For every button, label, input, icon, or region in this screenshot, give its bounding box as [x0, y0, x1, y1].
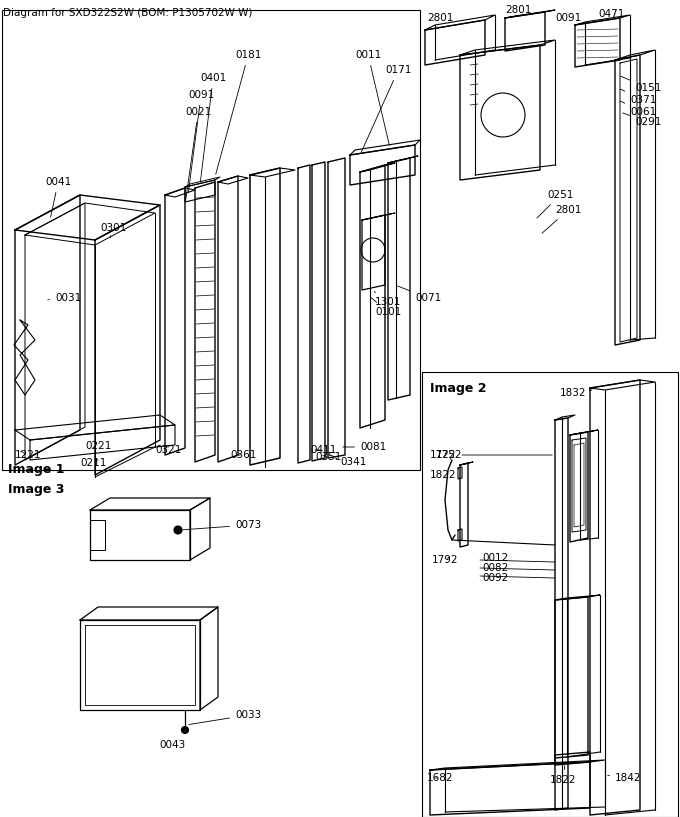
- Bar: [422, 372, 678, 817]
- Circle shape: [174, 526, 182, 534]
- Text: Image 2: Image 2: [430, 382, 486, 395]
- Text: 0401: 0401: [200, 73, 226, 182]
- Text: 0021: 0021: [185, 107, 211, 203]
- Text: 0221: 0221: [85, 441, 112, 451]
- Text: 0321: 0321: [155, 445, 182, 455]
- Text: 0082: 0082: [482, 563, 508, 573]
- Text: 0043: 0043: [159, 740, 185, 750]
- Text: 0341: 0341: [335, 457, 367, 467]
- Text: 1301: 1301: [374, 292, 401, 307]
- Text: 0181: 0181: [216, 50, 261, 174]
- Text: 0101: 0101: [370, 297, 401, 317]
- Text: 0091: 0091: [188, 90, 214, 192]
- Bar: [2, 10, 420, 470]
- Text: 2801: 2801: [542, 205, 581, 233]
- Circle shape: [481, 93, 525, 137]
- Text: 0061: 0061: [621, 101, 656, 117]
- Text: 0361: 0361: [230, 450, 256, 460]
- Text: 0073: 0073: [183, 520, 261, 530]
- Circle shape: [361, 238, 385, 262]
- Text: 0071: 0071: [398, 286, 441, 303]
- Text: 0251: 0251: [537, 190, 573, 218]
- Text: 0371: 0371: [621, 89, 656, 105]
- Text: 0092: 0092: [482, 573, 508, 583]
- Text: Image 3: Image 3: [8, 483, 65, 496]
- Text: 1722: 1722: [430, 450, 552, 460]
- Text: 1842: 1842: [608, 773, 641, 783]
- Text: 2801: 2801: [427, 13, 454, 23]
- Text: 0012: 0012: [482, 553, 508, 563]
- Text: 0151: 0151: [621, 76, 662, 93]
- Circle shape: [182, 726, 188, 734]
- Text: 1792: 1792: [432, 555, 458, 565]
- Text: 0081: 0081: [343, 442, 386, 452]
- Text: 1221: 1221: [15, 450, 41, 460]
- Text: 0011: 0011: [355, 50, 390, 145]
- Text: 1822: 1822: [550, 766, 577, 785]
- Text: 1682: 1682: [427, 773, 454, 783]
- Text: 0091: 0091: [555, 13, 581, 23]
- Text: 0211: 0211: [80, 458, 106, 468]
- Text: 2801: 2801: [505, 5, 531, 15]
- Text: 1752: 1752: [436, 450, 462, 460]
- Text: 0471: 0471: [598, 9, 624, 19]
- Text: 0041: 0041: [45, 177, 71, 217]
- Text: Diagram for SXD322S2W (BOM: P1305702W W): Diagram for SXD322S2W (BOM: P1305702W W): [3, 8, 252, 18]
- Text: 0171: 0171: [361, 65, 411, 153]
- Text: 1832: 1832: [560, 388, 592, 398]
- Text: 0291: 0291: [623, 113, 662, 127]
- Text: 0033: 0033: [189, 710, 261, 725]
- Text: 0351: 0351: [315, 452, 341, 462]
- Text: 0411: 0411: [310, 445, 337, 455]
- Text: 0301: 0301: [100, 223, 126, 238]
- Text: 0031: 0031: [48, 293, 81, 303]
- Text: Image 1: Image 1: [8, 463, 65, 476]
- Text: 1822: 1822: [430, 470, 460, 480]
